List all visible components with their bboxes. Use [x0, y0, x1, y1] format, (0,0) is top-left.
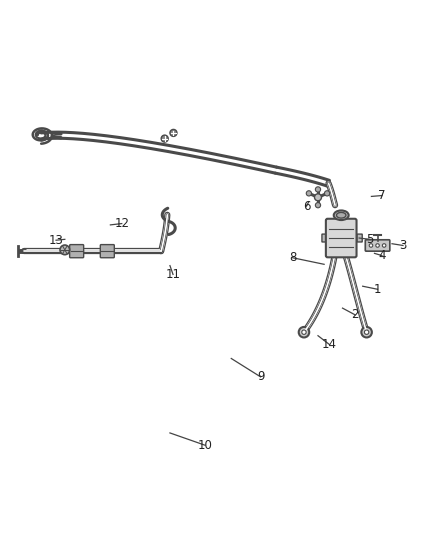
Text: 4: 4: [378, 249, 386, 262]
Text: 9: 9: [257, 370, 265, 383]
Circle shape: [315, 187, 321, 192]
Circle shape: [170, 130, 177, 136]
Ellipse shape: [336, 213, 346, 218]
Circle shape: [364, 330, 369, 334]
Circle shape: [315, 203, 321, 208]
Circle shape: [361, 327, 372, 337]
FancyBboxPatch shape: [326, 219, 357, 257]
Text: 2: 2: [351, 308, 359, 321]
Circle shape: [325, 191, 330, 196]
Text: 3: 3: [399, 239, 406, 252]
FancyBboxPatch shape: [365, 240, 390, 251]
Circle shape: [376, 244, 379, 247]
Text: 8: 8: [289, 251, 296, 264]
Circle shape: [369, 244, 373, 247]
Ellipse shape: [334, 211, 349, 220]
Circle shape: [302, 330, 306, 334]
Text: 5: 5: [367, 233, 374, 246]
Circle shape: [60, 245, 70, 255]
Text: 13: 13: [49, 233, 64, 247]
Circle shape: [299, 327, 309, 337]
Text: 7: 7: [378, 189, 386, 202]
Circle shape: [161, 135, 168, 142]
Text: 1: 1: [374, 283, 381, 296]
Text: 11: 11: [166, 268, 180, 281]
Text: 14: 14: [322, 338, 337, 351]
Text: 12: 12: [114, 217, 129, 230]
FancyBboxPatch shape: [322, 234, 327, 242]
Circle shape: [314, 194, 321, 201]
Circle shape: [306, 191, 311, 196]
Text: 10: 10: [198, 439, 212, 451]
FancyBboxPatch shape: [357, 234, 362, 242]
FancyBboxPatch shape: [100, 245, 114, 258]
FancyBboxPatch shape: [70, 245, 84, 258]
Circle shape: [382, 244, 386, 247]
Text: 6: 6: [303, 199, 311, 213]
